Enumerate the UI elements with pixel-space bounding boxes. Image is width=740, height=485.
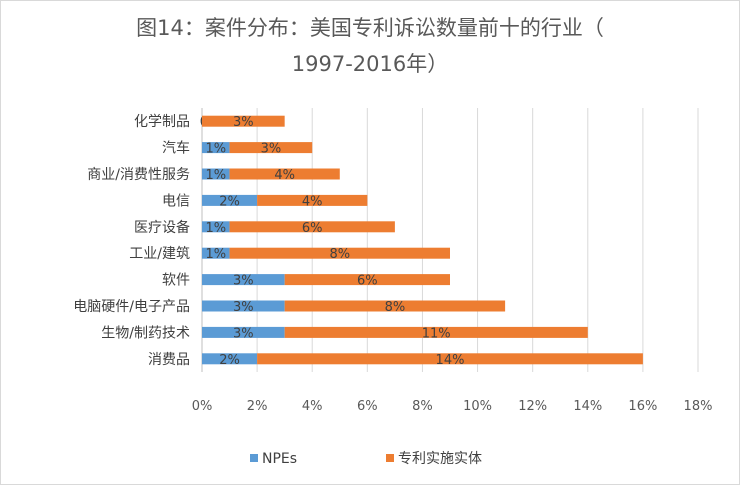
- category-label: 医疗设备: [134, 219, 190, 236]
- operating-entity-bar: [284, 326, 588, 338]
- x-tick-label: 14%: [573, 399, 602, 414]
- npe-data-label: 3%: [233, 274, 254, 289]
- category-label: 电脑硬件/电子产品: [73, 299, 190, 315]
- operating-entity-bar: [229, 168, 340, 180]
- npe-bar: [202, 142, 230, 154]
- operating-entity-bar: [257, 194, 368, 206]
- x-tick-label: 8%: [412, 399, 433, 414]
- x-tick-label: 6%: [357, 399, 378, 414]
- npe-bar: [202, 274, 285, 286]
- legend-swatch-operating-entity: [386, 454, 394, 462]
- category-label: 汽车: [162, 140, 190, 157]
- operating-entity-bar: [284, 274, 450, 286]
- operating-entity-data-label: 6%: [302, 221, 323, 236]
- category-label: 电信: [162, 193, 190, 209]
- operating-entity-bar: [229, 142, 313, 154]
- npe-bar: [202, 247, 230, 259]
- npe-bar: [202, 353, 258, 365]
- operating-entity-data-label: 3%: [261, 142, 282, 157]
- npe-bar: [202, 221, 230, 233]
- operating-entity-data-label: 8%: [385, 300, 406, 315]
- operating-entity-data-label: 4%: [274, 168, 295, 183]
- x-tick-label: 4%: [302, 399, 323, 414]
- npe-bar: [202, 194, 258, 206]
- operating-entity-data-label: 8%: [329, 247, 350, 262]
- operating-entity-bar: [284, 300, 506, 312]
- operating-entity-bar: [229, 221, 395, 233]
- category-label: 化学制品: [134, 114, 190, 130]
- operating-entity-bar: [229, 247, 450, 259]
- npe-data-label: 1%: [205, 247, 226, 262]
- x-tick-label: 10%: [463, 399, 492, 414]
- npe-data-label: 2%: [219, 194, 240, 209]
- chart-title-line-2: 1997-2016年）: [291, 52, 449, 76]
- legend-label-operating-entity: 专利实施实体: [398, 451, 482, 467]
- operating-entity-bar: [202, 115, 285, 127]
- x-tick-label: 12%: [518, 399, 547, 414]
- category-label: 软件: [162, 273, 190, 289]
- category-label: 商业/消费性服务: [87, 167, 190, 183]
- x-tick-label: 0%: [192, 399, 213, 414]
- npe-data-label: 3%: [233, 326, 254, 341]
- npe-data-label: 1%: [205, 168, 226, 183]
- x-tick-label: 16%: [628, 399, 657, 414]
- operating-entity-data-label: 4%: [302, 194, 323, 209]
- npe-data-label: 2%: [219, 353, 240, 368]
- x-tick-label: 18%: [684, 399, 713, 414]
- npe-bar: [202, 168, 230, 180]
- category-label: 消费品: [148, 352, 190, 368]
- npe-data-label: 3%: [233, 300, 254, 315]
- operating-entity-data-label: 14%: [436, 353, 465, 368]
- npe-bar: [202, 326, 285, 338]
- operating-entity-data-label: 3%: [233, 115, 254, 130]
- x-tick-label: 2%: [247, 399, 268, 414]
- npe-bar: [202, 300, 285, 312]
- category-label: 工业/建筑: [129, 246, 190, 262]
- category-label: 生物/制药技术: [101, 325, 190, 341]
- npe-data-label: 1%: [205, 221, 226, 236]
- legend-swatch-npe: [250, 454, 258, 462]
- operating-entity-bar: [257, 353, 643, 365]
- npe-data-label: 1%: [205, 142, 226, 157]
- operating-entity-data-label: 6%: [357, 274, 378, 289]
- chart-title-line-1: 图14：案件分布：美国专利诉讼数量前十的行业（: [136, 16, 604, 40]
- legend-label-npe: NPEs: [262, 451, 297, 467]
- operating-entity-data-label: 11%: [422, 326, 451, 341]
